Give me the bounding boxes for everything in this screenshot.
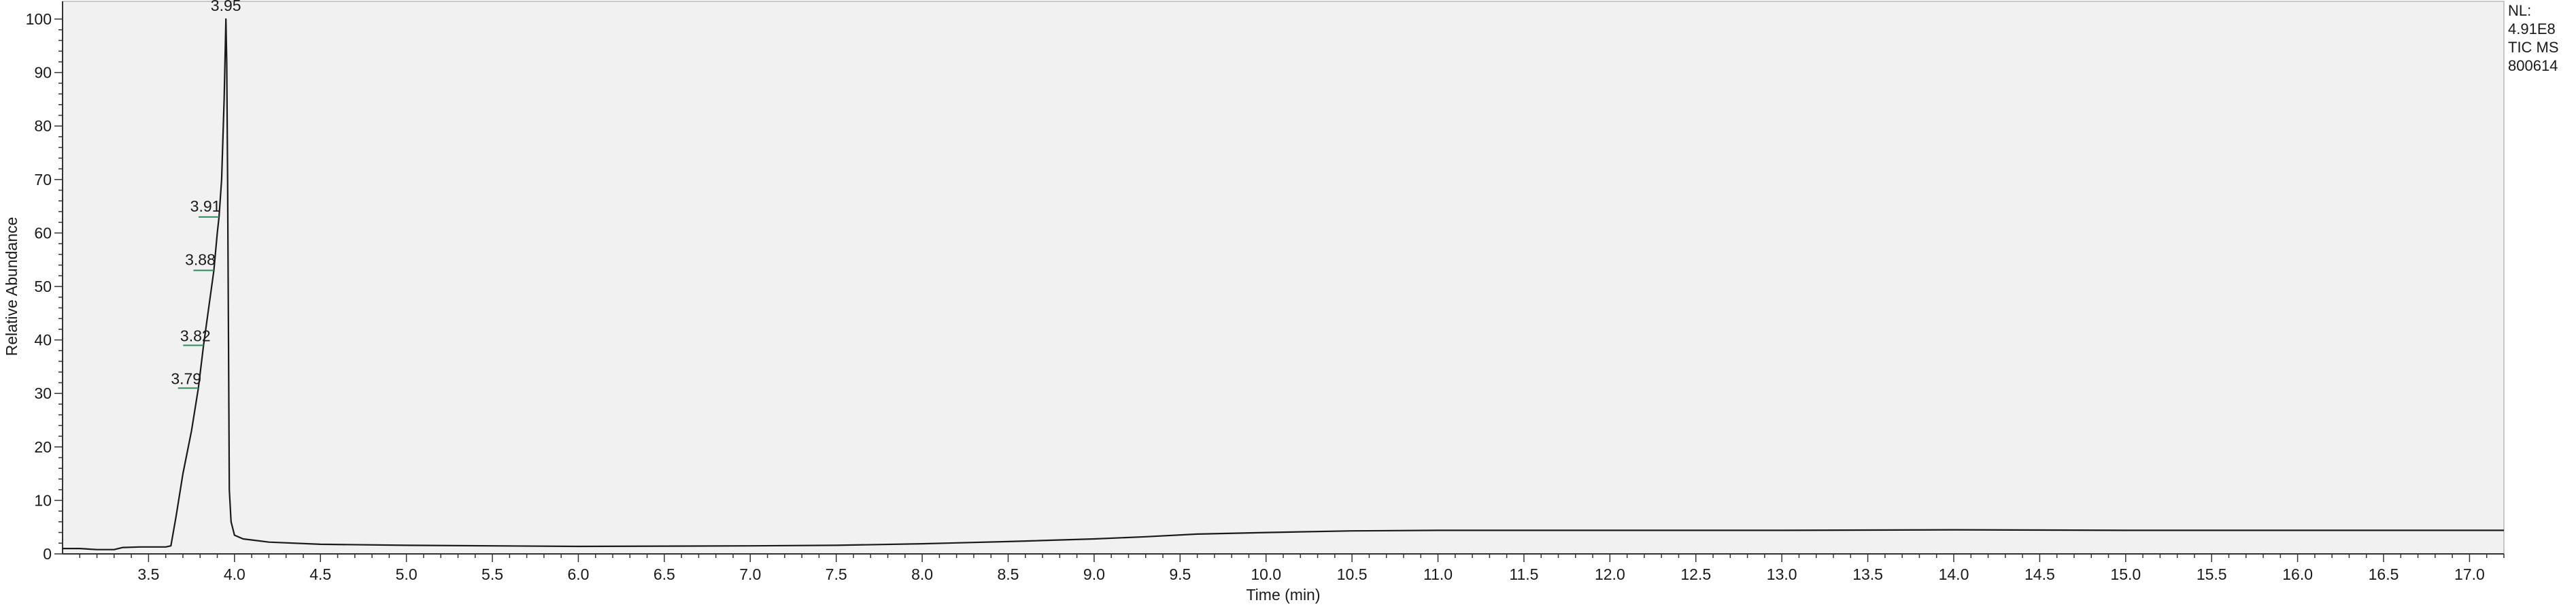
nl-label: NL: bbox=[2508, 2, 2532, 19]
x-tick-label: 9.0 bbox=[1083, 565, 1105, 583]
peak-labels: 3.79 3.82 3.88 3.91 3.95 bbox=[171, 0, 241, 389]
peak-label: 3.82 bbox=[180, 327, 211, 344]
x-tick-label: 4.0 bbox=[224, 565, 245, 583]
series-group bbox=[63, 18, 2504, 550]
y-tick-label: 60 bbox=[34, 224, 52, 242]
x-axis: 3.5 4.0 4.5 5.0 5.5 6.0 6.5 7.0 7.5 8.0 8.5 9.0 9.5 1… bbox=[63, 553, 2505, 583]
sample-id: 800614 bbox=[2508, 57, 2558, 74]
peak-label: 3.91 bbox=[190, 197, 221, 215]
x-tick-label: 15.5 bbox=[2197, 565, 2227, 583]
nl-value: 4.91E8 bbox=[2508, 20, 2556, 37]
x-tick-label: 8.5 bbox=[998, 565, 1019, 583]
plot-area bbox=[62, 1, 2505, 555]
y-axis-label: Relative Abundance bbox=[3, 217, 20, 357]
x-tick-label: 10.0 bbox=[1251, 565, 1281, 583]
x-tick-label: 16.0 bbox=[2282, 565, 2313, 583]
x-tick-label: 15.0 bbox=[2110, 565, 2141, 583]
x-tick-label: 17.0 bbox=[2454, 565, 2485, 583]
y-tick-label: 30 bbox=[34, 384, 52, 402]
x-tick-label: 14.5 bbox=[2024, 565, 2055, 583]
x-tick-label: 6.5 bbox=[654, 565, 675, 583]
peak-label: 3.95 bbox=[211, 0, 241, 14]
x-tick-label: 5.5 bbox=[481, 565, 503, 583]
peak-label: 3.79 bbox=[171, 369, 201, 387]
y-tick-label: 100 bbox=[26, 10, 52, 28]
y-tick-label: 90 bbox=[34, 64, 52, 82]
normalization-info: NL: 4.91E8 TIC MS 800614 bbox=[2508, 1, 2559, 75]
peak-label: 3.88 bbox=[185, 250, 216, 268]
y-tick-label: 40 bbox=[34, 331, 52, 349]
tic-trace bbox=[63, 18, 2504, 550]
x-tick-label: 11.0 bbox=[1423, 565, 1453, 583]
x-tick-label: 11.5 bbox=[1509, 565, 1538, 583]
x-tick-label: 12.0 bbox=[1595, 565, 1625, 583]
x-axis-label: Time (min) bbox=[1246, 586, 1320, 604]
y-axis: 0 10 20 30 40 50 60 70 80 90 100 bbox=[26, 1, 63, 563]
x-tick-label: 12.5 bbox=[1680, 565, 1711, 583]
y-tick-label: 0 bbox=[43, 545, 52, 563]
x-tick-label: 14.0 bbox=[1939, 565, 1969, 583]
x-tick-label: 7.0 bbox=[739, 565, 761, 583]
y-tick-label: 10 bbox=[34, 491, 52, 509]
x-tick-label: 3.5 bbox=[137, 565, 159, 583]
x-tick-label: 4.5 bbox=[309, 565, 331, 583]
scan-filter: TIC MS bbox=[2508, 39, 2559, 56]
x-tick-label: 8.0 bbox=[911, 565, 933, 583]
x-tick-label: 5.0 bbox=[396, 565, 418, 583]
y-tick-label: 80 bbox=[34, 117, 52, 135]
x-tick-label: 9.5 bbox=[1169, 565, 1191, 583]
x-tick-label: 7.5 bbox=[826, 565, 847, 583]
x-tick-label: 10.5 bbox=[1337, 565, 1368, 583]
y-tick-label: 50 bbox=[34, 278, 52, 295]
y-tick-label: 20 bbox=[34, 438, 52, 456]
x-tick-label: 13.0 bbox=[1767, 565, 1797, 583]
x-tick-label: 6.0 bbox=[567, 565, 589, 583]
x-tick-label: 13.5 bbox=[1852, 565, 1883, 583]
x-tick-label: 16.5 bbox=[2369, 565, 2399, 583]
y-tick-label: 70 bbox=[34, 171, 52, 188]
